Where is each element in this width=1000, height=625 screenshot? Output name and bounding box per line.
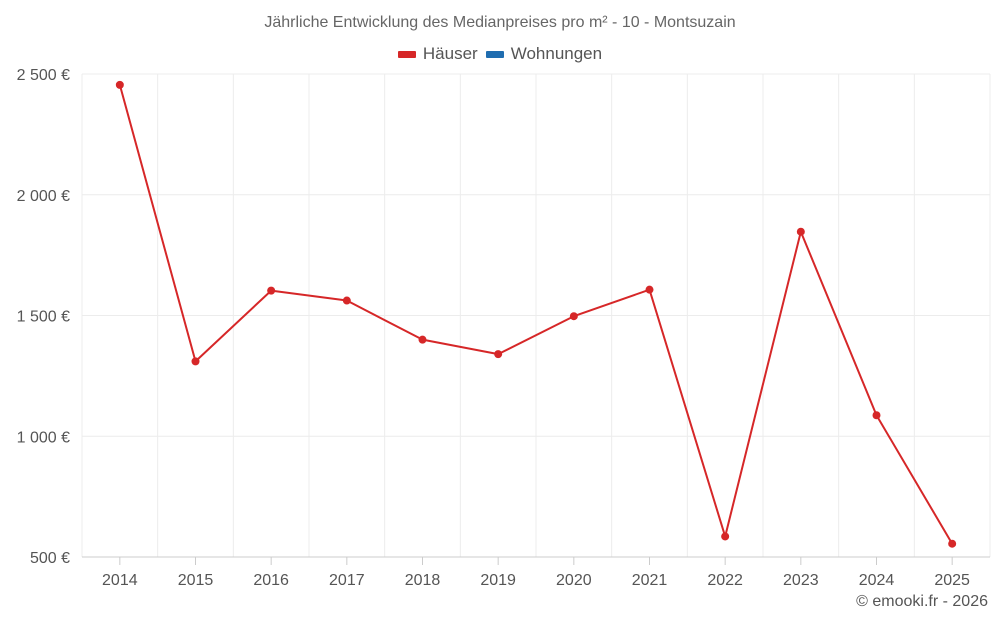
x-tick-label: 2023 [783, 572, 819, 589]
data-point-haeuser-2021[interactable] [645, 285, 654, 294]
footer-credit: © emooki.fr - 2026 [856, 593, 988, 610]
legend-item-wohnungen[interactable]: Wohnungen [485, 44, 603, 64]
data-point-haeuser-2019[interactable] [494, 350, 503, 359]
y-tick-label: 1 000 € [17, 429, 70, 446]
data-point-haeuser-2024[interactable] [872, 411, 881, 420]
x-tick-label: 2017 [329, 572, 365, 589]
x-tick-label: 2016 [253, 572, 289, 589]
data-point-haeuser-2020[interactable] [569, 312, 578, 321]
data-point-haeuser-2014[interactable] [115, 80, 124, 89]
y-tick-label: 2 500 € [17, 67, 70, 84]
x-tick-label: 2024 [859, 572, 895, 589]
x-tick-label: 2019 [480, 572, 516, 589]
x-tick-label: 2021 [632, 572, 668, 589]
legend-swatch-haeuser [397, 50, 416, 58]
chart-title: Jährliche Entwicklung des Medianpreises … [264, 14, 736, 31]
x-tick-label: 2018 [405, 572, 441, 589]
legend-item-haeuser[interactable]: Häuser [397, 44, 478, 64]
data-point-haeuser-2025[interactable] [948, 539, 957, 548]
chart-legend: Häuser Wohnungen [0, 44, 1000, 64]
legend-label-wohnungen: Wohnungen [510, 44, 603, 63]
data-point-haeuser-2016[interactable] [267, 286, 276, 295]
legend-label-haeuser: Häuser [422, 44, 478, 63]
x-tick-label: 2014 [102, 572, 138, 589]
x-tick-label: 2025 [934, 572, 970, 589]
y-tick-label: 2 000 € [17, 188, 70, 205]
legend-swatch-wohnungen [485, 50, 504, 58]
series-haeuser [115, 80, 957, 548]
x-tick-label: 2020 [556, 572, 592, 589]
data-point-haeuser-2023[interactable] [796, 227, 805, 236]
data-point-haeuser-2017[interactable] [342, 296, 351, 305]
data-point-haeuser-2022[interactable] [721, 532, 730, 541]
data-point-haeuser-2018[interactable] [418, 335, 427, 344]
grid-lines [81, 73, 991, 557]
y-tick-label: 1 500 € [17, 309, 70, 326]
data-point-haeuser-2015[interactable] [191, 357, 200, 366]
y-tick-label: 500 € [30, 550, 70, 567]
x-tick-label: 2022 [707, 572, 743, 589]
series-line-haeuser [118, 84, 954, 545]
x-tick-label: 2015 [178, 572, 214, 589]
axes: 500 € 1 000 € 1 500 € 2 000 € 2 500 € 2014 201… [17, 67, 990, 589]
